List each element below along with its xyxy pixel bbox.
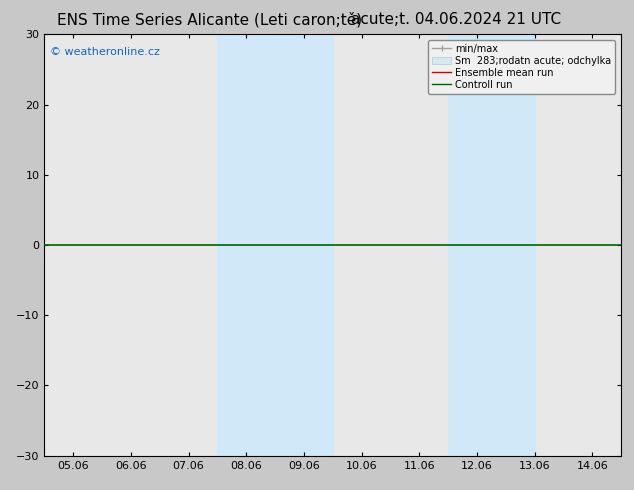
Text: ENS Time Series Alicante (Leti caron;tě): ENS Time Series Alicante (Leti caron;tě): [56, 12, 362, 28]
Text: acute;t. 04.06.2024 21 UTC: acute;t. 04.06.2024 21 UTC: [351, 12, 562, 27]
Bar: [448, 34, 534, 456]
Legend: min/max, Sm  283;rodatn acute; odchylka, Ensemble mean run, Controll run: min/max, Sm 283;rodatn acute; odchylka, …: [428, 40, 616, 94]
Text: © weatheronline.cz: © weatheronline.cz: [50, 47, 160, 57]
Bar: [217, 34, 333, 456]
